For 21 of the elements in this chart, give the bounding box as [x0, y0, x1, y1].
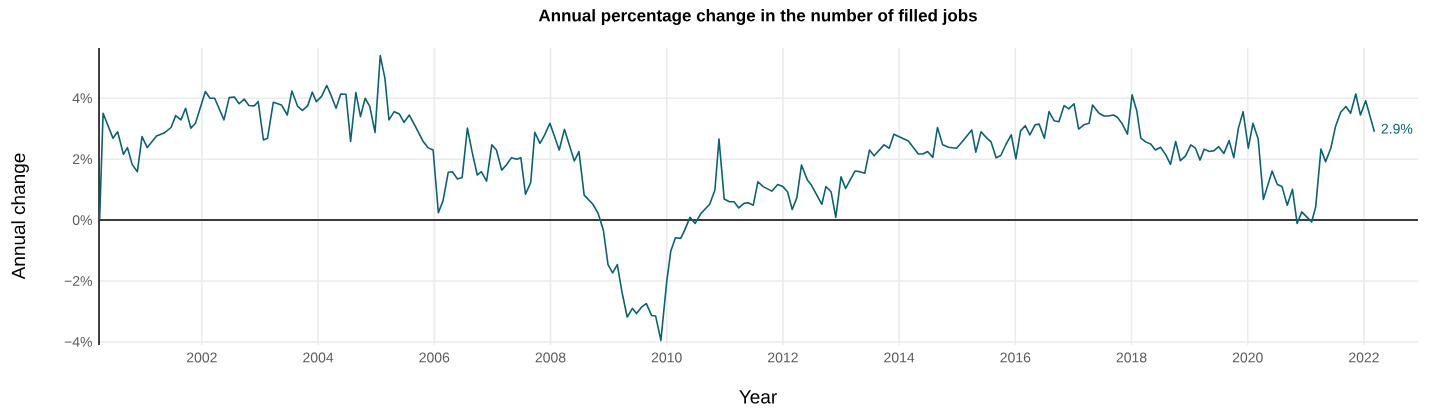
y-tick-label: −4%	[64, 337, 92, 347]
x-tick-label: 2018	[1116, 352, 1147, 363]
chart-title: Annual percentage change in the number of filled jobs	[538, 9, 977, 25]
annotation: 2.9%	[1381, 123, 1413, 134]
x-tick-label: 2008	[535, 352, 566, 363]
x-tick-label: 2014	[884, 352, 915, 363]
line-series	[98, 54, 1376, 342]
y-tick-label: 0%	[72, 215, 92, 226]
x-tick-label: 2010	[651, 352, 682, 363]
x-tick-label: 2020	[1232, 352, 1263, 363]
x-axis-title: Year	[739, 390, 777, 404]
y-axis-title: Annual change	[11, 153, 29, 280]
x-tick-label: 2012	[768, 352, 798, 363]
x-tick-label: 2006	[419, 352, 450, 363]
y-tick-label: −2%	[64, 276, 92, 286]
y-tick-label: 4%	[72, 93, 92, 104]
x-tick-label: 2016	[1000, 352, 1031, 363]
x-tick-label: 2004	[303, 352, 334, 363]
x-tick-label: 2002	[187, 352, 217, 363]
x-tick-label: 2022	[1349, 352, 1379, 363]
y-tick-label: 2%	[72, 154, 92, 165]
